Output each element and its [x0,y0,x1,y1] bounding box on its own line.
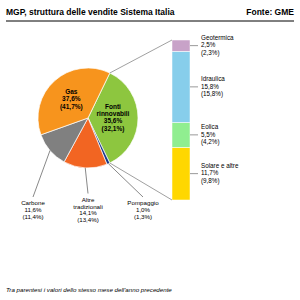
label-name: Pompaggio [127,199,159,206]
bar-labels: Solare e altre11,7%(9,8%) Eolica5,5%(4,2%… [190,34,239,185]
label-name: Gas [65,88,78,95]
bar-segment [172,122,190,147]
connector [110,40,172,73]
label-name: Eolica [201,123,219,130]
leader-line [108,164,143,197]
label-name-line: Fonti [105,102,121,109]
previous-label: (13,4%) [77,216,99,223]
label-name: Idraulica [201,75,225,82]
data-label: 5,5% [201,131,216,138]
label-name-line: Altre [82,195,95,202]
leader-line [190,86,198,87]
previous-label: (15,8%) [201,90,223,98]
label-name: Carbone [21,199,45,206]
pie-slice [38,68,110,135]
previous-label: (32,1%) [102,125,125,133]
previous-label: (2,3%) [201,49,220,57]
label-name-line: Eolica [201,123,219,130]
bar-segment [172,51,190,122]
leader-line [190,134,198,135]
connector [110,163,172,200]
previous-label: (41,7%) [60,103,83,111]
previous-label: (1,3%) [134,213,152,220]
leader-line [190,45,198,46]
previous-label: (9,8%) [201,177,220,185]
label-name-line: tradizionali [73,202,103,209]
label-name-line: Pompaggio [127,199,159,206]
previous-label: (11,4%) [22,213,43,220]
pie-labels: Fontirinnovabili35,6%(32,1%)Gas37,6%(41,… [21,88,159,224]
label-name-line: Geotermica [201,34,234,41]
chart: MGP, struttura delle vendite Sistema Ita… [0,0,300,300]
label-name: Geotermica [201,34,234,41]
label-name: Solare e altre [201,162,239,169]
leader-line [85,168,88,194]
previous-label: (4,2%) [201,138,220,146]
bar-segment [172,147,190,200]
leader-line [33,150,50,197]
bar-segment [172,40,190,51]
title-rule [6,21,294,22]
label-name-line: Solare e altre [201,162,239,169]
data-label: 11,7% [201,169,219,176]
label-name-line: Idraulica [201,75,225,82]
bar-plot [172,40,190,200]
source: Fonte: GME [246,7,294,17]
label-name: Fontirinnovabili [97,102,130,117]
data-label: 2,5% [201,41,216,48]
label-name-line: Gas [65,88,78,95]
data-label: 1,0% [136,206,151,213]
title: MGP, struttura delle vendite Sistema Ita… [6,7,175,17]
label-name-line: rinnovabili [97,110,130,117]
label-name: Altretradizionali [73,195,103,209]
data-label: 11,6% [24,206,42,213]
data-label: 14,1% [79,209,97,216]
label-name-line: Carbone [21,199,45,206]
footnote: Tra parentesi i valori dello stesso mese… [6,286,172,293]
data-label: 15,8% [201,83,219,90]
pie [38,68,138,168]
leader-line [190,173,198,174]
